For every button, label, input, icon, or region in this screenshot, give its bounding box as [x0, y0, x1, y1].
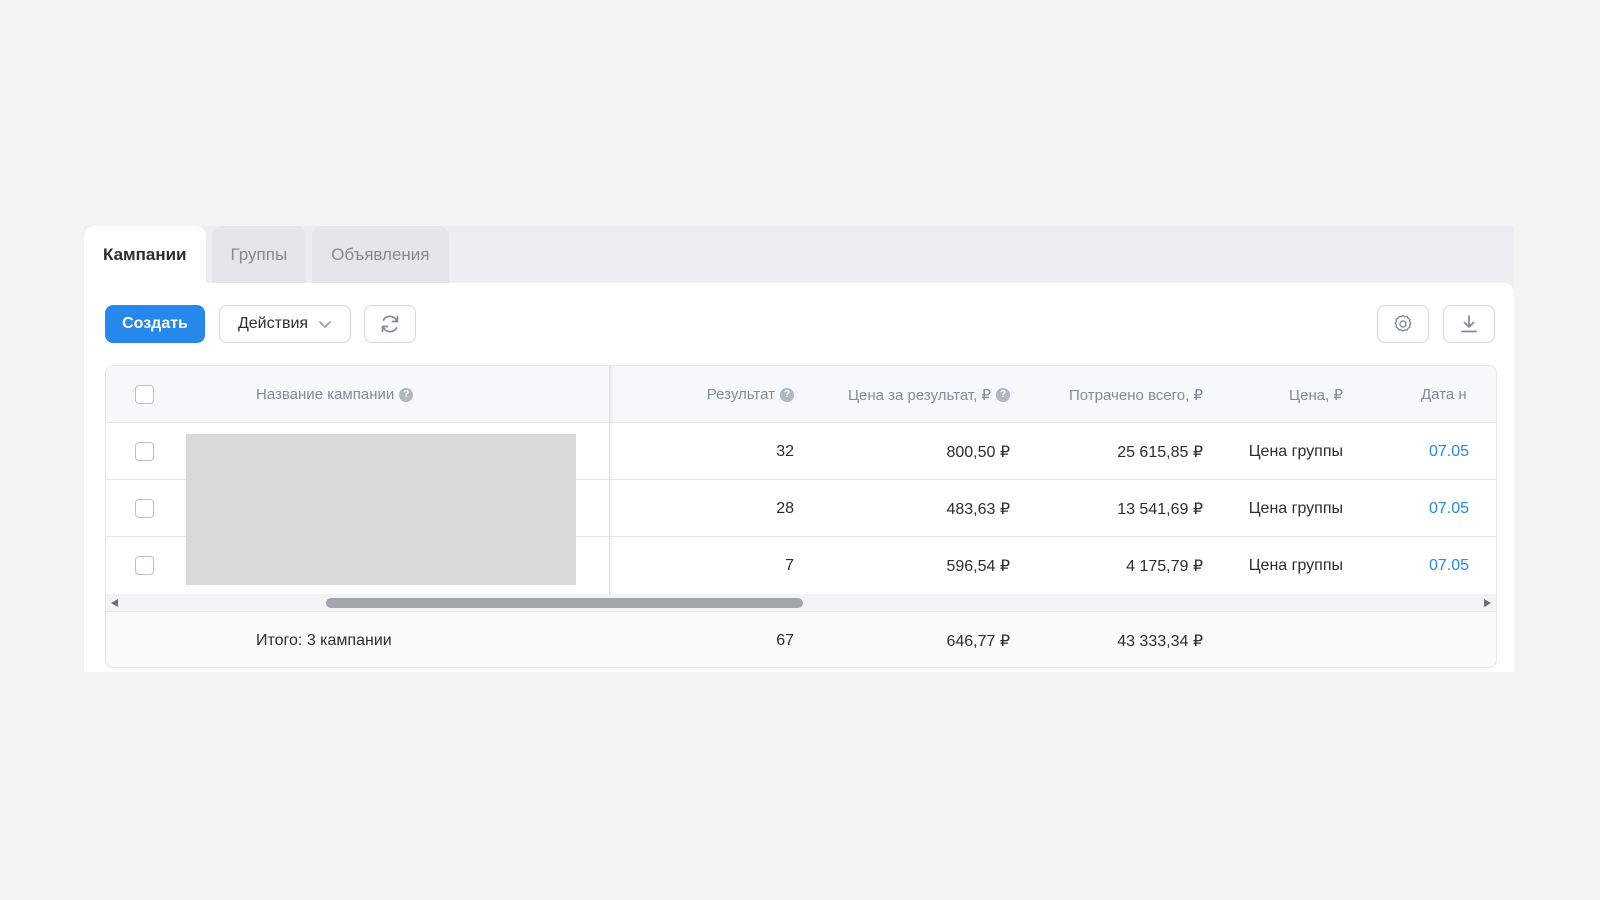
- actions-dropdown[interactable]: Действия: [219, 305, 351, 343]
- row-cost-per-result: 596,54 ₽: [946, 557, 1010, 575]
- row-cost-per-result: 483,63 ₽: [946, 500, 1010, 518]
- totals-spent-total: 43 333,34 ₽: [1117, 632, 1203, 650]
- campaigns-table: Название кампании ? Результат ? Цена за …: [105, 365, 1497, 668]
- column-header-result[interactable]: Результат ?: [666, 366, 794, 423]
- column-result-label: Результат: [706, 386, 775, 403]
- campaigns-content: Создать Действия: [84, 283, 1514, 672]
- row-cost-per-result: 800,50 ₽: [946, 443, 1010, 461]
- row-spent-total: 25 615,85 ₽: [1117, 443, 1203, 461]
- row-price: Цена группы: [1248, 442, 1343, 460]
- scroll-left-arrow-icon[interactable]: [111, 599, 118, 607]
- scroll-thumb[interactable]: [326, 598, 803, 608]
- row-result: 32: [776, 442, 794, 460]
- column-header-price[interactable]: Цена, ₽: [1226, 366, 1343, 423]
- table-row: 28 483,63 ₽ 13 541,69 ₽ Цена группы 07.0…: [106, 480, 1496, 537]
- column-price-label: Цена, ₽: [1289, 386, 1343, 404]
- row-checkbox[interactable]: [135, 499, 154, 518]
- horizontal-scrollbar[interactable]: [106, 594, 1496, 612]
- scroll-right-arrow-icon[interactable]: [1484, 599, 1491, 607]
- column-header-cost-per-result[interactable]: Цена за результат, ₽ ?: [816, 366, 1010, 423]
- totals-result: 67: [776, 631, 794, 649]
- column-spent-label: Потрачено всего, ₽: [1069, 386, 1203, 404]
- row-date-link[interactable]: 07.05: [1429, 556, 1470, 574]
- totals-cost-per-result: 646,77 ₽: [946, 632, 1010, 650]
- help-icon[interactable]: ?: [399, 387, 414, 402]
- campaigns-panel: Кампании Группы Объявления Создать Дейст…: [84, 226, 1514, 672]
- settings-button[interactable]: [1377, 305, 1429, 343]
- row-price: Цена группы: [1248, 499, 1343, 517]
- actions-label: Действия: [237, 315, 309, 332]
- row-date-link[interactable]: 07.05: [1429, 442, 1470, 460]
- column-name-label: Название кампании: [256, 386, 395, 403]
- redacted-campaign-names: [186, 434, 576, 585]
- table-totals-row: Итого: 3 кампании 67 646,77 ₽ 43 333,34 …: [106, 612, 1496, 667]
- table-row: 7 596,54 ₽ 4 175,79 ₽ Цена группы 07.05: [106, 537, 1496, 594]
- refresh-icon: [379, 313, 401, 335]
- refresh-button[interactable]: [364, 305, 416, 343]
- column-header-spent-total[interactable]: Потрачено всего, ₽: [1026, 366, 1203, 423]
- row-price: Цена группы: [1248, 556, 1343, 574]
- frozen-column-divider: [609, 366, 610, 594]
- tab-groups[interactable]: Группы: [211, 226, 307, 283]
- help-icon[interactable]: ?: [780, 387, 794, 402]
- download-button[interactable]: [1443, 305, 1495, 343]
- tab-ads[interactable]: Объявления: [312, 226, 449, 283]
- row-checkbox[interactable]: [135, 556, 154, 575]
- create-button[interactable]: Создать: [105, 305, 205, 343]
- row-checkbox[interactable]: [135, 442, 154, 461]
- help-icon[interactable]: ?: [996, 387, 1010, 402]
- row-spent-total: 13 541,69 ₽: [1117, 500, 1203, 518]
- column-header-date[interactable]: Дата н: [1421, 366, 1467, 423]
- row-spent-total: 4 175,79 ₽: [1126, 557, 1203, 575]
- row-result: 7: [785, 556, 794, 574]
- tab-bar: Кампании Группы Объявления: [84, 226, 455, 283]
- column-header-name[interactable]: Название кампании ?: [256, 366, 414, 423]
- table-header: Название кампании ? Результат ? Цена за …: [106, 366, 1496, 423]
- select-all-checkbox[interactable]: [135, 385, 154, 404]
- tab-campaigns[interactable]: Кампании: [84, 226, 206, 283]
- table-row: 32 800,50 ₽ 25 615,85 ₽ Цена группы 07.0…: [106, 423, 1496, 480]
- toolbar: Создать Действия: [105, 305, 1495, 343]
- chevron-down-icon: [318, 317, 332, 331]
- row-date-link[interactable]: 07.05: [1429, 499, 1470, 517]
- column-date-label: Дата н: [1421, 386, 1467, 403]
- column-cost-label: Цена за результат, ₽: [847, 386, 991, 404]
- download-icon: [1458, 313, 1480, 335]
- frozen-column-shadow: [609, 366, 615, 594]
- row-result: 28: [776, 499, 794, 517]
- gear-icon: [1392, 313, 1414, 335]
- totals-label: Итого: 3 кампании: [256, 631, 392, 649]
